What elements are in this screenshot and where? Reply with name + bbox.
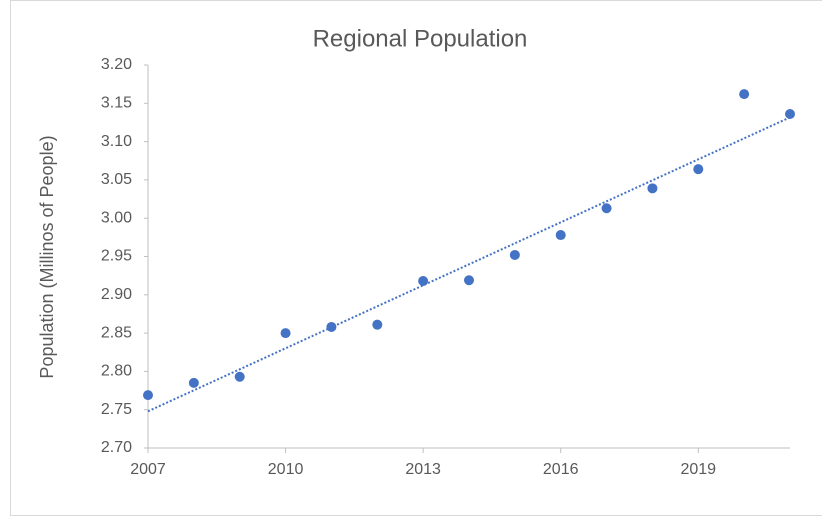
data-point (739, 89, 750, 100)
y-tick-label: 2.80 (101, 363, 132, 380)
y-tick-label: 3.20 (101, 56, 132, 73)
data-point (601, 203, 612, 214)
y-tick-label: 2.85 (101, 324, 132, 341)
chart-frame (10, 0, 822, 516)
x-tick-label: 2019 (680, 461, 716, 478)
data-point (509, 249, 520, 260)
y-tick-label: 2.75 (101, 401, 132, 418)
data-point (234, 371, 245, 382)
data-point (418, 276, 429, 287)
data-point (647, 183, 658, 194)
data-point (326, 321, 337, 332)
data-point (693, 164, 704, 175)
y-tick-label: 3.05 (101, 171, 132, 188)
x-tick-label: 2010 (268, 461, 304, 478)
trendline (147, 116, 791, 413)
x-tick-label: 2007 (130, 461, 166, 478)
data-point (785, 109, 795, 120)
y-tick-label: 3.00 (101, 209, 132, 226)
data-point (555, 230, 566, 241)
data-point (464, 275, 474, 286)
y-tick-label: 2.95 (101, 248, 132, 265)
y-axis-label: Population (Millinos of People) (37, 135, 57, 378)
y-tick-label: 2.90 (101, 286, 132, 303)
y-tick-label: 2.70 (101, 439, 132, 456)
y-tick-label: 3.15 (101, 95, 132, 112)
data-point (280, 328, 291, 339)
data-point (372, 319, 383, 330)
y-tick-label: 3.10 (101, 133, 132, 150)
data-point (143, 390, 153, 401)
x-tick-label: 2016 (543, 461, 579, 478)
x-tick-label: 2013 (405, 461, 441, 478)
chart-title: Regional Population (313, 25, 528, 52)
data-point (188, 377, 199, 388)
